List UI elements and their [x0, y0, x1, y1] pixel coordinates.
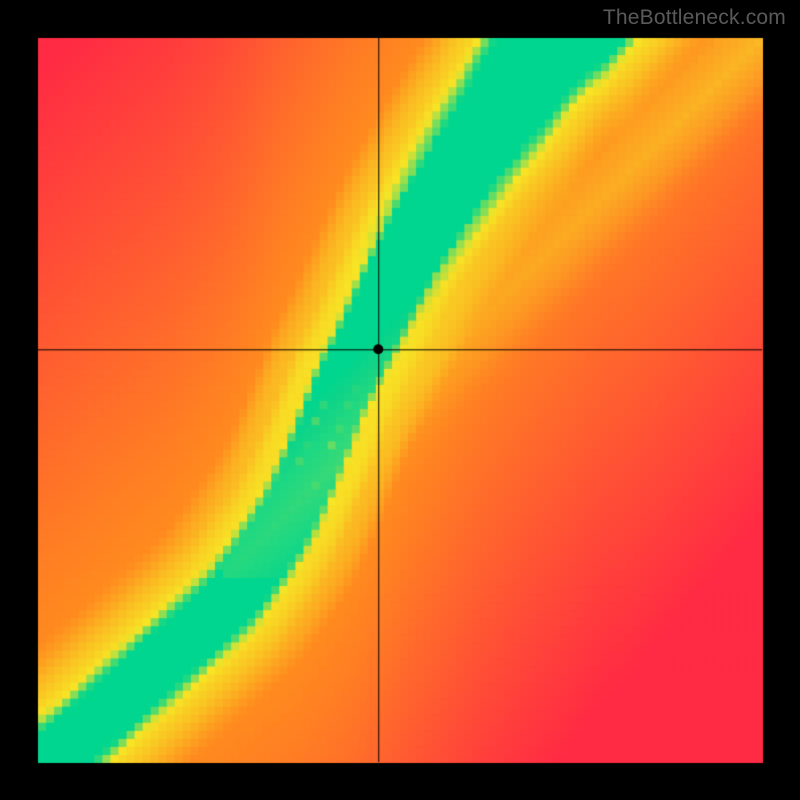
attribution-label: TheBottleneck.com	[603, 6, 786, 30]
chart-container: TheBottleneck.com	[0, 0, 800, 800]
bottleneck-heatmap	[0, 0, 800, 800]
